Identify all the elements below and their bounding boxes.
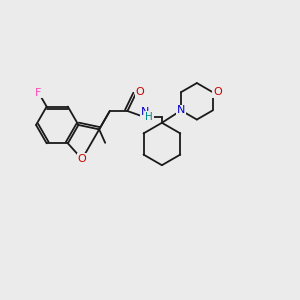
Text: O: O [136, 88, 145, 98]
Text: O: O [78, 154, 86, 164]
Text: N: N [177, 105, 185, 116]
Text: N: N [141, 107, 149, 117]
Text: O: O [213, 87, 222, 97]
Text: H: H [146, 112, 153, 122]
Text: F: F [35, 88, 42, 98]
